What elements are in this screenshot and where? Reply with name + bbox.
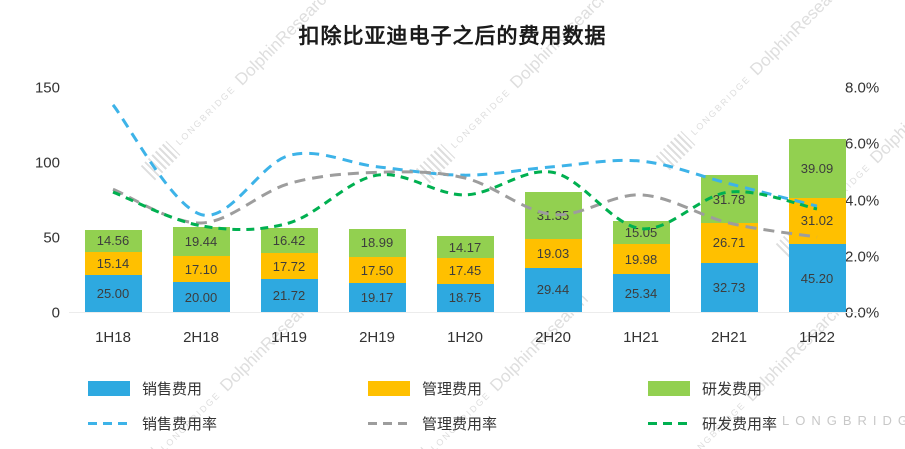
legend-item-management-expense-ratio: 管理费用率 (368, 413, 648, 434)
line-sales-expense-ratio (111, 103, 818, 217)
bar-segment-rd-expense: 18.99 (348, 228, 406, 257)
right-axis-tick: 2.0% (845, 248, 880, 266)
left-y-axis: 150 100 50 0 (0, 80, 60, 322)
bar-value-label: 25.34 (624, 285, 658, 301)
bar-value-label: 19.03 (536, 246, 570, 262)
bar-segment-sales-expense: 32.73 (700, 262, 758, 312)
right-y-axis: 8.0% 6.0% 4.0% 2.0% 0.0% (845, 80, 903, 322)
legend: 销售费用 管理费用 研发费用销售费用率 管理费用率 研发费用率 (88, 378, 905, 434)
bar-value-label: 21.72 (272, 288, 306, 304)
legend-label-management-expense-ratio: 管理费用率 (422, 416, 498, 433)
legend-label-rd-expense-ratio: 研发费用率 (702, 416, 778, 433)
bar-value-label: 19.98 (624, 251, 658, 267)
legend-swatch-rd-expense-ratio (648, 422, 690, 425)
legend-item-rd-expense-ratio: 研发费用率 (648, 413, 905, 434)
legend-item-rd-expense: 研发费用 (648, 378, 905, 399)
legend-swatch-management-expense-ratio (368, 422, 410, 425)
bar-segment-management-expense: 17.45 (436, 257, 494, 284)
bar-segment-management-expense: 17.50 (348, 257, 406, 284)
bar-value-label: 18.75 (448, 290, 482, 306)
legend-item-sales-expense: 销售费用 (88, 378, 368, 399)
left-axis-tick: 150 (34, 79, 60, 97)
x-axis-label: 1H20 (447, 329, 483, 346)
bar-value-label: 17.72 (272, 258, 306, 274)
bar-segment-rd-expense: 14.56 (84, 229, 142, 252)
bar-segment-sales-expense: 21.72 (260, 279, 318, 312)
right-axis-tick: 8.0% (845, 79, 880, 97)
legend-swatch-rd-expense (648, 381, 690, 396)
left-axis-tick: 0 (51, 304, 60, 322)
bar-value-label: 32.73 (712, 279, 746, 295)
bar-value-label: 17.50 (360, 262, 394, 278)
x-axis-label: 1H21 (623, 329, 659, 346)
bar-value-label: 29.44 (536, 282, 570, 298)
left-axis-tick: 50 (43, 229, 60, 247)
bar-value-label: 39.09 (800, 160, 834, 176)
x-axis-label: 1H22 (799, 329, 835, 346)
x-axis-label: 1H18 (95, 329, 131, 346)
bar-value-label: 14.17 (448, 239, 482, 255)
legend-swatch-management-expense (368, 381, 410, 396)
bar-segment-management-expense: 19.98 (612, 244, 670, 274)
bar-segment-sales-expense: 18.75 (436, 283, 494, 312)
bar-segment-rd-expense: 19.44 (172, 227, 230, 257)
x-axis-label: 1H19 (271, 329, 307, 346)
bar-segment-sales-expense: 45.20 (788, 244, 846, 312)
bar-segment-management-expense: 17.72 (260, 252, 318, 280)
x-axis-label: 2H20 (535, 329, 571, 346)
x-axis-label: 2H19 (359, 329, 395, 346)
bar-value-label: 17.10 (184, 261, 218, 277)
bar-value-label: 25.00 (96, 285, 130, 301)
right-axis-tick: 6.0% (845, 135, 880, 153)
plot-area: 25.00 15.14 14.56 20.00 17.10 19.44 21.72 17.72… (69, 88, 861, 313)
legend-label-rd-expense: 研发费用 (702, 381, 763, 398)
legend-swatch-sales-expense (88, 381, 130, 396)
bar-segment-sales-expense: 29.44 (524, 267, 582, 312)
line-management-expense-ratio (112, 170, 818, 239)
bar-segment-sales-expense: 25.34 (612, 274, 670, 312)
right-axis-tick: 0.0% (845, 304, 880, 322)
bar-value-label: 18.99 (360, 235, 394, 251)
legend-label-sales-expense-ratio: 销售费用率 (142, 416, 218, 433)
bar-segment-management-expense: 26.71 (700, 222, 758, 263)
bar-value-label: 19.17 (360, 290, 394, 306)
legend-label-management-expense: 管理费用 (422, 381, 483, 398)
legend-label-sales-expense: 销售费用 (142, 381, 203, 398)
bar-value-label: 26.71 (712, 235, 746, 251)
legend-item-sales-expense-ratio: 销售费用率 (88, 413, 368, 434)
bar-segment-sales-expense: 19.17 (348, 283, 406, 312)
bar-value-label: 45.20 (800, 270, 834, 286)
bar-segment-management-expense: 15.14 (84, 251, 142, 275)
bar-value-label: 19.44 (184, 234, 218, 250)
bar-segment-rd-expense: 39.09 (788, 139, 846, 198)
bar-segment-rd-expense: 14.17 (436, 236, 494, 258)
bar-segment-rd-expense: 16.42 (260, 228, 318, 253)
bar-value-label: 16.42 (272, 233, 306, 249)
right-axis-tick: 4.0% (845, 192, 880, 209)
x-axis: 1H18 2H18 1H19 2H19 1H20 2H20 1H21 2H21 1H22 (69, 329, 861, 346)
chart-title: 扣除比亚迪电子之后的费用数据 (298, 25, 607, 48)
legend-swatch-sales-expense-ratio (88, 422, 130, 425)
legend-item-management-expense: 管理费用 (368, 378, 648, 399)
bar-segment-rd-expense: 15.05 (612, 221, 670, 245)
bar-segment-sales-expense: 25.00 (84, 274, 142, 312)
bar-segment-management-expense: 19.03 (524, 239, 582, 268)
bar-value-label: 31.02 (800, 213, 834, 229)
left-axis-tick: 100 (34, 154, 60, 172)
bar-value-label: 20.00 (184, 289, 218, 305)
bar-value-label: 15.14 (96, 255, 130, 271)
bar-value-label: 14.56 (96, 233, 130, 249)
bar-segment-sales-expense: 20.00 (172, 282, 230, 312)
rate-lines (111, 103, 818, 239)
x-axis-label: 2H18 (183, 329, 219, 346)
bar-segment-management-expense: 17.10 (172, 256, 230, 282)
bar-value-label: 17.45 (448, 263, 482, 279)
x-axis-label: 2H21 (711, 329, 747, 346)
watermark-footer-brand: LONGBRIDGE (782, 413, 905, 428)
